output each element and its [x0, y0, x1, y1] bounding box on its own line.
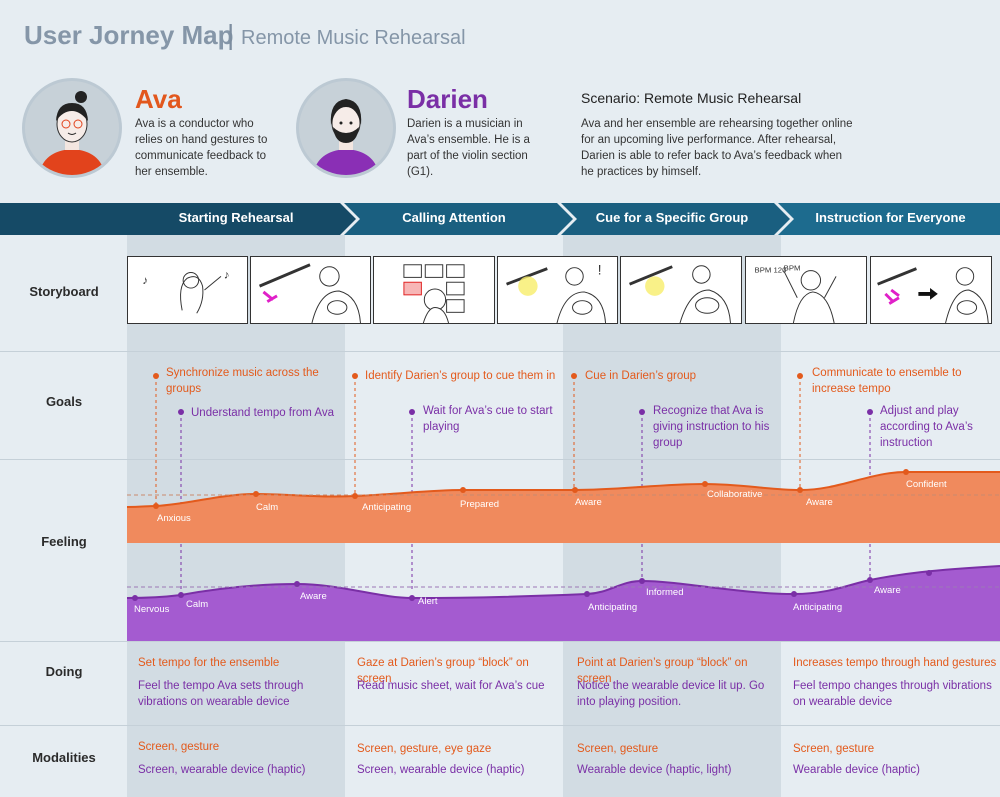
ava-description: Ava is a conductor who relies on hand ge…	[135, 118, 268, 178]
modality-ava-1: Screen, gesture	[138, 741, 220, 753]
feeling-darien-5: Anticipating	[588, 602, 638, 613]
feeling-darien-4: Alert	[418, 596, 438, 607]
feeling-ava-5: Aware	[575, 497, 602, 508]
feeling-darien-6: Informed	[646, 587, 684, 598]
storyboard-frame-4: !	[497, 256, 618, 324]
row-divider	[0, 459, 1000, 460]
row-label-doing: Doing	[45, 664, 83, 679]
modality-darien-3: Wearable device (haptic, light)	[577, 764, 732, 776]
goal-ava-1: Synchronize music across the groups	[166, 367, 319, 395]
phase-cue-specific-group: Cue for a Specific Group	[595, 210, 749, 225]
ava-feeling-line	[126, 471, 1000, 508]
modality-darien-2: Screen, wearable device (haptic)	[357, 764, 525, 776]
darien-feeling-area	[127, 566, 1000, 641]
phase-instruction-everyone: Instruction for Everyone	[815, 210, 966, 225]
feeling-ava-7: Aware	[806, 497, 833, 508]
modality-ava-4: Screen, gesture	[793, 743, 875, 755]
feeling-darien-2: Calm	[186, 599, 209, 610]
goal-ava-2: Identify Darien’s group to cue them in	[365, 370, 556, 382]
feeling-darien-7: Anticipating	[793, 602, 843, 613]
doing-ava-3: Point at Darien’s group “block” on scree…	[577, 657, 748, 685]
svg-text:♪: ♪	[224, 268, 230, 281]
doing-darien-1: Feel the tempo Ava sets through vibratio…	[138, 680, 304, 708]
map-subtitle: Remote Music Rehearsal	[241, 27, 466, 49]
feeling-darien-3: Aware	[300, 591, 327, 602]
goal-darien-1: Understand tempo from Ava	[191, 407, 334, 419]
goal-darien-2: Wait for Ava’s cue to start playing	[423, 405, 553, 433]
row-label-modalities: Modalities	[32, 750, 96, 765]
goal-darien-3: Recognize that Ava is giving instruction…	[653, 405, 770, 449]
phase-bar	[0, 203, 1000, 235]
doing-ava-1: Set tempo for the ensemble	[138, 657, 280, 669]
storyboard-frame-6: BPM 120 BPM	[745, 256, 867, 324]
modality-darien-4: Wearable device (haptic)	[793, 764, 920, 776]
svg-text:BPM 120: BPM 120	[755, 266, 787, 275]
goal-darien-4: Adjust and play according to Ava’s instr…	[880, 405, 973, 449]
svg-text:!: !	[598, 262, 602, 277]
modality-darien-1: Screen, wearable device (haptic)	[138, 764, 306, 776]
ava-avatar	[22, 78, 122, 178]
map-title: User Jorney Map	[24, 20, 234, 50]
svg-text:♪: ♪	[142, 274, 148, 287]
phase-calling-attention: Calling Attention	[402, 210, 506, 225]
darien-avatar	[296, 78, 396, 178]
doing-ava-2: Gaze at Darien’s group “block” on screen	[357, 657, 529, 685]
goal-ava-4: Communicate to ensemble to increase temp…	[812, 367, 962, 395]
doing-darien-2: Read music sheet, wait for Ava’s cue	[357, 680, 545, 692]
ava-name: Ava	[135, 84, 182, 114]
darien-name: Darien	[407, 84, 488, 114]
storyboard-frame-1: ♪ ♪	[127, 256, 248, 324]
row-divider	[0, 725, 1000, 726]
svg-text:BPM: BPM	[784, 264, 801, 273]
title-separator: |	[227, 19, 235, 50]
row-divider	[0, 641, 1000, 642]
goal-ava-3: Cue in Darien’s group	[585, 370, 697, 382]
feeling-darien-8: Aware	[874, 585, 901, 596]
feeling-ava-1: Anxious	[157, 513, 191, 524]
doing-darien-4: Feel tempo changes through vibrations on…	[793, 680, 992, 708]
feeling-ava-6: Collaborative	[707, 489, 763, 500]
modality-ava-3: Screen, gesture	[577, 743, 659, 755]
storyboard-frame-2	[250, 256, 371, 324]
feeling-ava-2: Calm	[256, 502, 279, 513]
feeling-chart	[126, 469, 1000, 641]
doing-ava-4: Increases tempo through hand gestures	[793, 657, 997, 669]
darien-description: Darien is a musician in Ava’s ensemble. …	[407, 118, 530, 178]
feeling-ava-3: Anticipating	[362, 502, 412, 513]
feeling-darien-1: Nervous	[134, 604, 170, 615]
row-divider	[0, 351, 1000, 352]
storyboard-frame-3	[373, 256, 495, 324]
row-label-goals: Goals	[45, 394, 83, 409]
modality-ava-2: Screen, gesture, eye gaze	[357, 743, 492, 755]
doing-darien-3: Notice the wearable device lit up. Go in…	[577, 680, 765, 708]
scenario-text: Ava and her ensemble are rehearsing toge…	[581, 118, 853, 178]
storyboard-frame-7	[870, 256, 992, 324]
phase-starting-rehearsal: Starting Rehearsal	[178, 210, 294, 225]
row-label-storyboard: Storyboard	[29, 284, 99, 299]
feeling-ava-8: Confident	[906, 479, 947, 490]
scenario-title: Scenario: Remote Music Rehearsal	[581, 90, 802, 106]
storyboard-frame-5	[620, 256, 742, 324]
row-label-feeling: Feeling	[41, 534, 87, 549]
feeling-ava-4: Prepared	[460, 499, 500, 510]
